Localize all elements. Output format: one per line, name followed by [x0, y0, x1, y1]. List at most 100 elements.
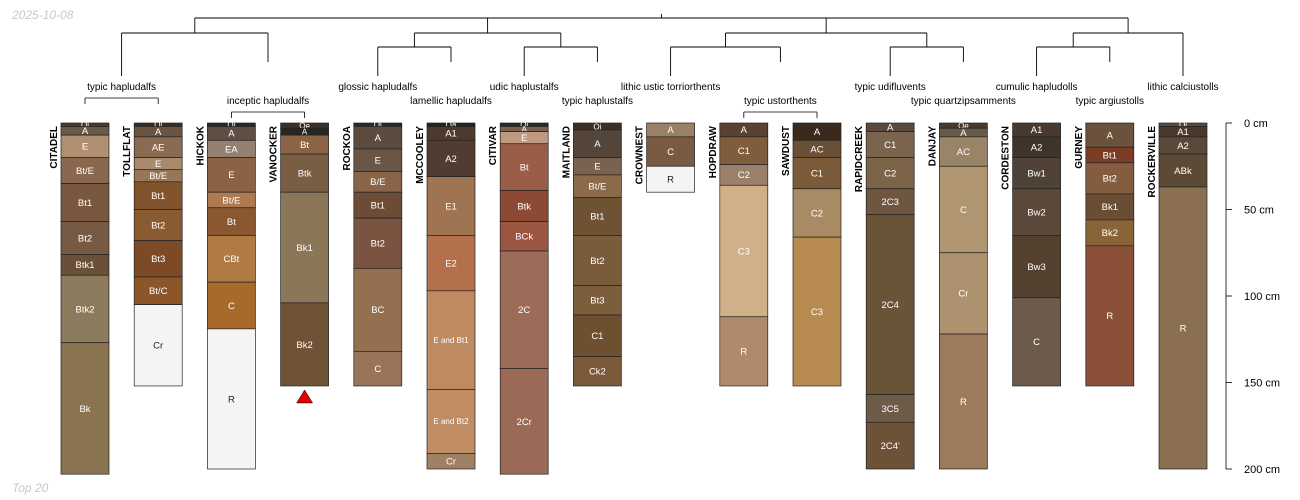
horizon-label: CBt	[223, 254, 239, 265]
horizon-rapidcreek-4	[865, 214, 915, 395]
profile-name: CITADEL	[49, 126, 60, 169]
horizon-label: Cr	[446, 457, 456, 468]
horizon-label: Ck2	[589, 367, 606, 378]
taxon-label-glossic-hapludalfs: glossic hapludalfs	[338, 82, 417, 93]
horizon-danjay-5	[939, 333, 988, 470]
horizon-label: Bk2	[296, 340, 312, 351]
horizon-label: Cr	[153, 341, 163, 352]
profile-name: SAWDUST	[781, 126, 792, 176]
profile-sawdust: A AC C1 C2 C3 SAWDUST	[781, 122, 842, 387]
horizon-label: Oi	[1179, 121, 1187, 130]
horizon-vanocker-5	[280, 302, 329, 387]
horizon-label: EA	[225, 144, 238, 155]
horizon-label: 2C4	[881, 300, 898, 311]
horizon-rockoa-5	[353, 217, 403, 269]
horizon-hickok-5	[207, 207, 256, 236]
horizon-label: A	[302, 127, 308, 136]
horizon-sawdust-4	[792, 236, 842, 387]
profile-name: GURNEY	[1074, 126, 1085, 169]
horizon-maitland-8	[573, 356, 622, 387]
horizon-label: C2	[738, 170, 750, 181]
horizon-label: Oa	[446, 121, 457, 130]
profile-name: CITIVAR	[488, 125, 499, 165]
horizon-cordeston-5	[1012, 297, 1061, 387]
horizon-label: E	[82, 142, 88, 153]
profile-name: VANOCKER	[269, 125, 280, 182]
horizon-citadel-3	[60, 157, 110, 184]
horizon-tollflat-8	[133, 276, 183, 306]
taxon-label-typic-quartzipsamments: typic quartzipsamments	[911, 96, 1016, 107]
horizon-label: Oe	[958, 121, 969, 130]
horizon-label: Bt1	[590, 212, 604, 223]
horizon-label: C2	[811, 208, 823, 219]
horizon-label: Oe	[299, 121, 310, 130]
horizon-label: A	[228, 129, 235, 140]
horizon-label: A2	[1031, 143, 1043, 154]
horizon-mccooley-2	[426, 139, 476, 177]
horizon-cordeston-4	[1012, 235, 1061, 299]
horizon-label: C	[374, 364, 381, 375]
horizon-vanocker-4	[280, 191, 329, 304]
horizon-label: B/E	[370, 177, 385, 188]
horizon-citadel-7	[60, 274, 110, 344]
horizon-citivar-3	[499, 143, 549, 191]
horizon-rapidcreek-1	[865, 131, 915, 158]
horizon-label: C1	[811, 168, 823, 179]
taxon-label-typic-ustorthents: typic ustorthents	[744, 96, 817, 107]
horizon-label: Bt2	[371, 239, 385, 250]
horizon-mccooley-7	[426, 453, 476, 470]
dendrogram	[84, 14, 1184, 118]
taxon-label-udic-haplustalfs: udic haplustalfs	[490, 82, 559, 93]
horizon-label: Bt3	[151, 254, 165, 265]
horizon-label: Bt/E	[149, 171, 167, 182]
profile-cordeston: A1 A2 Bw1 Bw2 Bw3 C CORDESTON	[1001, 122, 1061, 387]
horizon-label: R	[1106, 311, 1113, 322]
taxon-label-lithic-calciustolls: lithic calciustolls	[1147, 82, 1218, 93]
horizon-label: Bt/E	[222, 195, 240, 206]
horizon-label: A	[82, 126, 89, 137]
horizon-label: Bt/E	[76, 166, 94, 177]
horizon-hopdraw-1	[719, 136, 769, 165]
horizon-gurney-0	[1085, 122, 1135, 148]
profile-name: CROWNEST	[635, 126, 646, 184]
taxon-label-cumulic-hapludolls: cumulic hapludolls	[996, 82, 1078, 93]
horizon-label: A	[594, 139, 601, 150]
profile-name: HOPDRAW	[708, 125, 719, 178]
horizon-label: 2C3	[881, 197, 898, 208]
taxon-label-lithic-ustic-torriorthents: lithic ustic torriorthents	[621, 82, 720, 93]
taxon-label-typic-udifluvents: typic udifluvents	[855, 82, 926, 93]
horizon-label: R	[228, 394, 235, 405]
horizon-label: A1	[445, 129, 457, 140]
horizon-label: Bt3	[590, 296, 604, 307]
horizon-label: Cr	[958, 289, 968, 300]
horizon-citadel-8	[60, 342, 110, 475]
horizon-label: Bt1	[78, 198, 92, 209]
horizon-label: A2	[445, 154, 457, 165]
horizon-label: E	[375, 156, 381, 167]
horizon-danjay-3	[939, 165, 988, 254]
horizon-gurney-5	[1085, 245, 1135, 387]
horizon-label: E and Bt2	[433, 417, 469, 426]
horizon-label: A	[522, 125, 528, 134]
depth-tick-label: 100 cm	[1244, 291, 1280, 303]
horizon-citivar-5	[499, 221, 549, 252]
horizon-label: Bw1	[1027, 168, 1045, 179]
horizon-label: Bt2	[78, 233, 92, 244]
taxon-label-typic-argiustolls: typic argiustolls	[1076, 96, 1144, 107]
horizon-label: BC	[371, 305, 384, 316]
horizon-label: A	[741, 125, 748, 136]
horizon-label: 2C4'	[881, 441, 900, 452]
horizon-label: C	[667, 147, 674, 158]
profile-rockoa: Oi A E B/E Bt1 Bt2 BC C ROCKOA	[342, 121, 403, 387]
horizon-crownest-1	[646, 136, 695, 167]
horizon-label: Oi	[374, 121, 382, 130]
horizon-rockoa-6	[353, 267, 403, 352]
horizon-citivar-7	[499, 368, 549, 475]
horizon-label: A	[814, 127, 821, 138]
horizon-label: E	[594, 162, 600, 173]
horizon-label: C1	[884, 140, 896, 151]
